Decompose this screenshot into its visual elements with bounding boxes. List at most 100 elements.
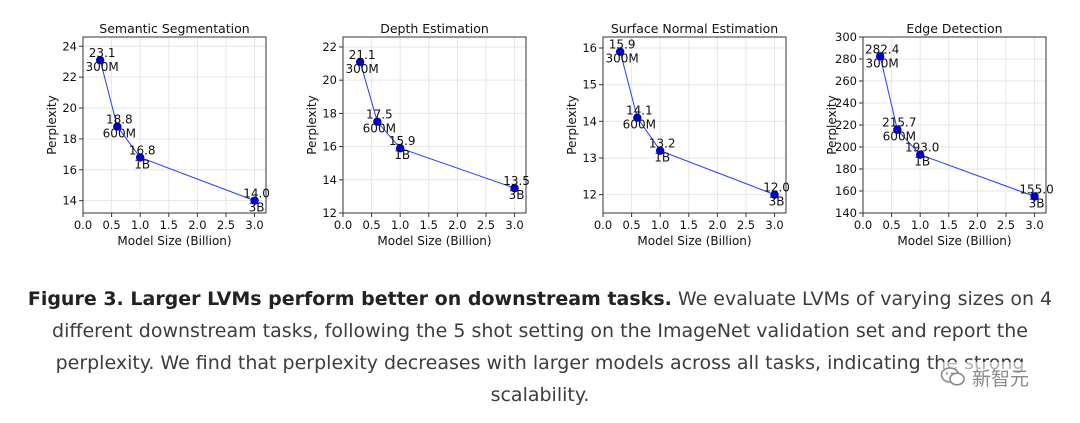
chart-4-data-point: [1030, 192, 1039, 201]
chart-4-x-tick-label: 3.0: [1025, 218, 1043, 232]
chart-4-x-tick-label: 1.0: [911, 218, 929, 232]
chart-4-series-line: [879, 56, 1035, 197]
chart-4-value-label: 193.0: [905, 141, 939, 155]
chart-2-x-tick-label: 0.0: [334, 218, 352, 232]
chart-1-value-label: 18.8: [106, 113, 133, 127]
chart-3-data-point: [633, 113, 642, 122]
chart-1-size-label: 3B: [249, 201, 265, 215]
chart-1-value-label: 16.8: [129, 143, 156, 157]
chart-3-data-point: [615, 47, 625, 56]
chart-2-value-label: 21.1: [349, 48, 376, 62]
chart-2-x-axis-label: Model Size (Billion): [377, 234, 491, 248]
chart-4-size-label: 3B: [1029, 197, 1045, 211]
watermark: 新智元: [940, 362, 1030, 392]
chart-1-y-tick-label: 20: [62, 101, 77, 115]
chart-1-x-tick-label: 0.5: [102, 218, 120, 232]
chart-1-x-tick-label: 1.5: [160, 218, 178, 232]
chart-2-x-tick-label: 0.5: [362, 218, 380, 232]
chart-4-value-label: 215.7: [882, 116, 916, 130]
chart-1-data-point: [113, 122, 122, 131]
chart-1-x-tick-label: 2.0: [188, 218, 206, 232]
chart-4-x-axis-label: Model Size (Billion): [897, 234, 1011, 248]
chart-4-title: Edge Detection: [906, 21, 1002, 36]
chart-3-x-tick-label: 0.0: [594, 218, 612, 232]
chart-2-y-tick-label: 14: [322, 173, 337, 187]
chart-3-y-tick-label: 13: [582, 151, 597, 165]
chart-4-y-tick-label: 240: [835, 96, 857, 110]
figure-charts: 0.0 0.5 1.0 1.5 2.0 2.5 3.0 14 16 18 20 22 24 Semanti…: [45, 21, 1054, 248]
chart-3-x-tick-label: 1.0: [651, 218, 669, 232]
chart-3-y-tick-label: 15: [582, 78, 597, 92]
chart-4-y-axis-label: Perplexity: [825, 95, 839, 155]
chart-1-x-tick-label: 1.0: [131, 218, 149, 232]
chart-3-data-point: [770, 190, 779, 199]
chart-1-y-tick-label: 22: [62, 70, 77, 84]
chart-4-data-point: [893, 125, 902, 134]
chart-2-x-tick-label: 3.0: [505, 218, 523, 232]
chart-2-plot-frame: [342, 36, 527, 214]
chart-3-x-tick-label: 2.5: [737, 218, 755, 232]
chart-4-x-tick-label: 0.0: [854, 218, 872, 232]
chart-4-y-tick-label: 220: [835, 118, 857, 132]
chart-2-x-tick-label: 2.5: [477, 218, 495, 232]
chart-1-x-axis-label: Model Size (Billion): [117, 234, 231, 248]
chart-2-y-axis-label: Perplexity: [305, 95, 319, 155]
chart-1-x-tick-label: 0.0: [74, 218, 92, 232]
chart-3-x-tick-label: 2.0: [708, 218, 726, 232]
chart-3-series-line: [619, 51, 775, 196]
chart-2-x-tick-label: 1.0: [391, 218, 409, 232]
caption-body: We evaluate LVMs of varying sizes on 4 d…: [52, 288, 1053, 406]
chart-1-data-point: [95, 55, 105, 65]
chart-2-size-label: 600M: [363, 122, 396, 136]
chart-4-x-tick-label: 2.0: [968, 218, 986, 232]
chart-2-size-label: 1B: [394, 148, 410, 162]
chart-1-size-label: 300M: [86, 60, 119, 74]
chart-3-y-tick-label: 12: [582, 188, 597, 202]
chart-4-y-tick-label: 260: [835, 74, 857, 88]
chart-2-data-point: [373, 117, 382, 126]
chart-3-size-label: 3B: [769, 195, 785, 209]
chart-4-y-tick-label: 180: [835, 162, 857, 176]
chart-4-value-label: 155.0: [1019, 183, 1053, 197]
chart-2-y-tick-label: 22: [322, 40, 337, 54]
chart-2-value-label: 17.5: [366, 108, 393, 122]
chart-2-y-tick-label: 20: [322, 73, 337, 87]
chart-3-x-axis-label: Model Size (Billion): [637, 234, 751, 248]
chart-1-x-tick-label: 3.0: [245, 218, 263, 232]
chart-4-value-label: 282.4: [865, 42, 899, 56]
chart-4-data-point: [875, 52, 885, 61]
chart-2-y-tick-label: 12: [322, 206, 337, 220]
chart-3-data-point: [655, 146, 665, 155]
chart-4-y-tick-label: 280: [835, 52, 857, 66]
chart-1-y-axis-label: Perplexity: [45, 95, 59, 155]
chart-4-data-point: [915, 150, 925, 159]
caption-lead: Figure 3. Larger LVMs perform better on …: [27, 288, 672, 310]
chart-4-y-tick-label: 200: [835, 140, 857, 154]
chart-1-y-tick-label: 18: [62, 132, 77, 146]
chart-2-value-label: 13.5: [503, 174, 530, 188]
wechat-icon: [940, 367, 965, 386]
chart-2-title: Depth Estimation: [380, 21, 489, 36]
chart-1-data-point: [250, 196, 259, 205]
chart-4-y-tick-label: 160: [835, 184, 857, 198]
chart-4-size-label: 1B: [914, 155, 930, 169]
chart-4-y-tick-label: 140: [835, 206, 857, 220]
chart-4-x-tick-label: 1.5: [940, 218, 958, 232]
chart-1-size-label: 600M: [103, 127, 136, 141]
chart-3-value-label: 12.0: [763, 181, 790, 195]
figure-caption: Figure 3. Larger LVMs perform better on …: [20, 283, 1060, 411]
chart-4-x-tick-label: 2.5: [997, 218, 1015, 232]
chart-1-y-tick-label: 16: [62, 163, 77, 177]
chart-3-y-tick-label: 16: [582, 41, 597, 55]
chart-1-x-tick-label: 2.5: [217, 218, 235, 232]
chart-2-data-point: [355, 57, 365, 67]
chart-1-value-label: 14.0: [243, 187, 270, 201]
chart-4-y-tick-label: 300: [835, 30, 857, 44]
chart-1-data-point: [135, 153, 145, 162]
chart-3-plot-frame: [602, 36, 787, 214]
chart-3-value-label: 13.2: [649, 137, 676, 151]
chart-3-x-tick-label: 3.0: [765, 218, 783, 232]
chart-2-x-tick-label: 1.5: [420, 218, 438, 232]
chart-3-y-tick-label: 14: [582, 114, 597, 128]
chart-2-data-point: [395, 144, 405, 153]
